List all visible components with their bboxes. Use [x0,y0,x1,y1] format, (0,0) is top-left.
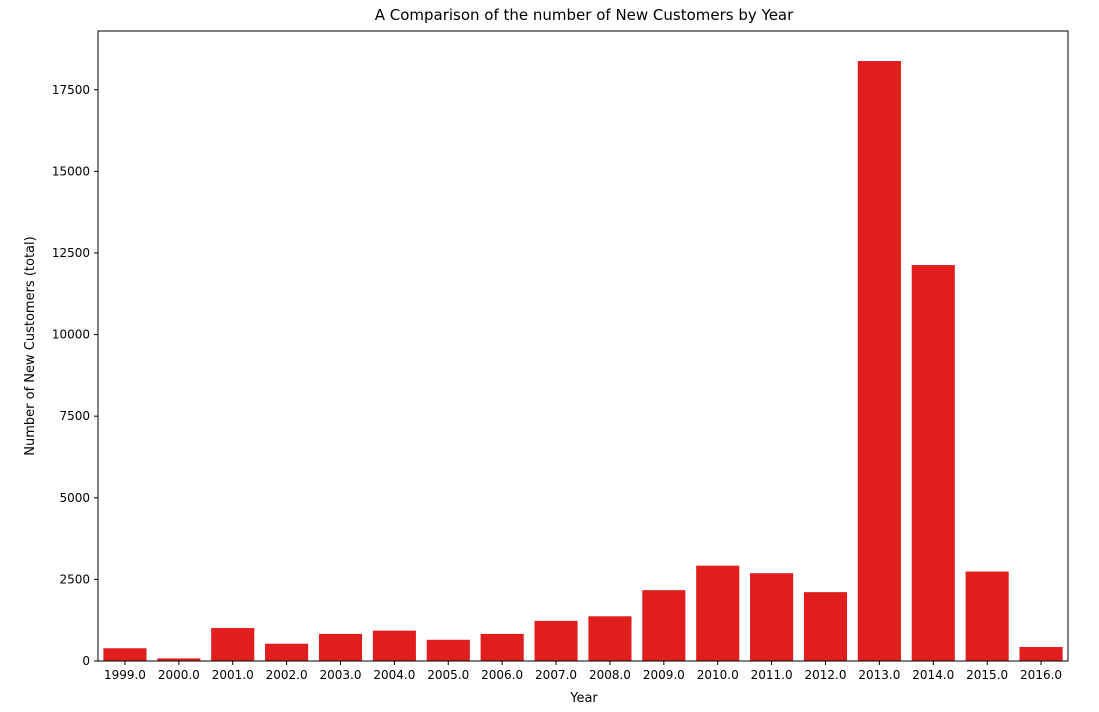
y-tick-label: 10000 [52,328,90,342]
bar-2010.0 [696,565,740,661]
y-axis-label: Number of New Customers (total) [23,236,38,455]
x-tick-label: 2011.0 [751,668,793,682]
x-tick-label: 2000.0 [158,668,200,682]
x-tick-label: 2001.0 [212,668,254,682]
x-axis-ticks: 1999.0 2000.0 2001.0 2002.0 2003.0 2004.0 2005… [104,661,1062,682]
x-axis-label: Year [569,691,598,706]
x-tick-label: 2005.0 [427,668,469,682]
y-tick-label: 17500 [52,83,90,97]
y-tick-label: 15000 [52,164,90,178]
x-tick-label: 2009.0 [643,668,685,682]
bar-2008.0 [588,616,632,661]
bar-2012.0 [803,592,848,661]
x-tick-label: 2006.0 [481,668,523,682]
bar-2003.0 [318,633,363,661]
x-tick-label: 2008.0 [589,668,631,682]
x-tick-label: 1999.0 [104,668,146,682]
bar-2014.0 [911,265,955,661]
bar-2000.0 [157,658,201,661]
x-tick-label: 2007.0 [535,668,577,682]
x-tick-label: 2014.0 [912,668,954,682]
plot-frame [97,30,1069,662]
x-tick-label: 2013.0 [858,668,900,682]
chart-title: A Comparison of the number of New Custom… [375,6,794,24]
x-tick-label: 2002.0 [266,668,308,682]
x-tick-label: 2016.0 [1020,668,1062,682]
bar-2011.0 [750,573,794,661]
y-tick-label: 7500 [59,409,90,423]
bar-2005.0 [426,639,470,661]
bar-2006.0 [480,633,524,661]
x-tick-label: 2015.0 [966,668,1008,682]
bar-2004.0 [372,630,416,661]
y-tick-label: 12500 [52,246,90,260]
bars-group [103,61,1063,662]
bar-2007.0 [534,620,578,661]
x-tick-label: 2003.0 [320,668,362,682]
bar-2015.0 [965,571,1009,661]
y-tick-label: 2500 [59,572,90,586]
bar-2009.0 [642,590,686,661]
x-tick-label: 2012.0 [805,668,847,682]
bar-1999.0 [103,648,147,661]
bar-2013.0 [857,61,901,662]
bar-2016.0 [1019,646,1063,661]
x-tick-label: 2004.0 [373,668,415,682]
y-tick-label: 0 [82,654,90,668]
bar-2002.0 [265,643,309,661]
bar-2001.0 [211,628,255,661]
x-tick-label: 2010.0 [697,668,739,682]
y-tick-label: 5000 [59,491,90,505]
y-axis-ticks: 0 2500 5000 7500 10000 12500 15000 17500 [52,83,98,668]
